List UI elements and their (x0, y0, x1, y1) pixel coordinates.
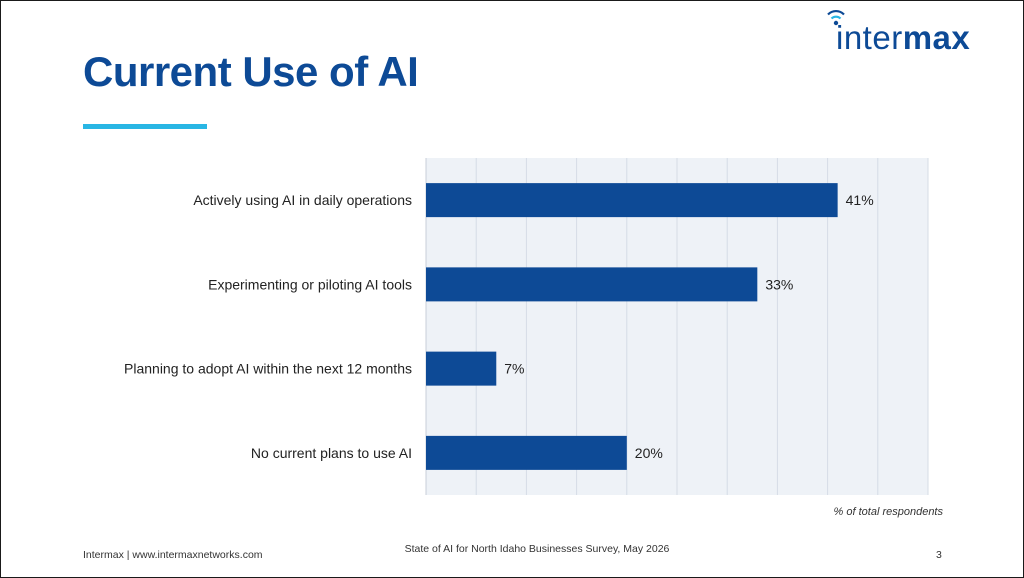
logo-wordmark: intermax (836, 19, 970, 57)
category-label: Actively using AI in daily operations (193, 192, 412, 208)
logo-text-light: inter (836, 19, 903, 56)
category-label: Planning to adopt AI within the next 12 … (124, 361, 412, 377)
category-label: Experimenting or piloting AI tools (208, 276, 412, 292)
data-label: 33% (765, 276, 793, 292)
footer-company: Intermax | www.intermaxnetworks.com (83, 549, 263, 561)
page-number: 3 (936, 549, 942, 561)
x-axis-label: % of total respondents (833, 506, 943, 518)
bar-chart: Actively using AI in daily operations 41%… (124, 158, 929, 495)
category-label: No current plans to use AI (251, 445, 412, 461)
bar (426, 183, 838, 218)
data-label: 20% (635, 445, 663, 461)
logo-text-bold: max (902, 19, 971, 56)
title-accent-line (83, 124, 207, 129)
footer-survey-title: State of AI for North Idaho Businesses S… (404, 543, 670, 555)
intermax-logo: intermax (827, 7, 1017, 57)
bar (426, 435, 627, 470)
data-label: 7% (504, 361, 524, 377)
data-label: 41% (846, 192, 874, 208)
bar (426, 267, 758, 302)
bar (426, 351, 497, 386)
slide-title: Current Use of AI (83, 48, 419, 95)
signal-icon (827, 10, 845, 26)
